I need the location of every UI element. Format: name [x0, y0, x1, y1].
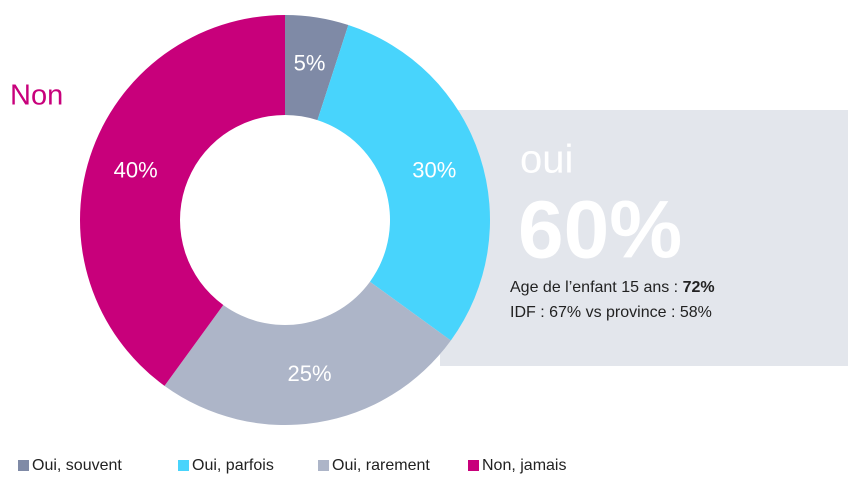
legend-swatch: [18, 460, 29, 471]
age-note: Age de l’enfant 15 ans : 72%: [510, 279, 715, 296]
value-label: 5%: [294, 51, 326, 76]
region-note: IDF : 67% vs province : 58%: [510, 304, 712, 321]
slice: [80, 15, 285, 386]
legend-label: Oui, parfois: [192, 457, 274, 474]
total-label: 60%: [518, 185, 682, 276]
age-text: Age de l’enfant 15 ans :: [510, 279, 683, 296]
value-label: 30%: [412, 157, 456, 182]
legend-label: Oui, rarement: [332, 457, 430, 474]
legend-label: Oui, souvent: [32, 457, 122, 474]
legend-swatch: [318, 460, 329, 471]
value-label: 40%: [114, 157, 158, 182]
value-label: 25%: [288, 361, 332, 386]
slice: [285, 15, 349, 121]
legend-swatch: [468, 460, 479, 471]
age-value: 72%: [683, 279, 715, 296]
oui-label: oui: [520, 138, 573, 182]
legend-label: Non, jamais: [482, 457, 566, 474]
highlight-box: [440, 110, 848, 366]
slice: [317, 25, 491, 341]
legend-swatch: [178, 460, 189, 471]
slice: [164, 281, 451, 425]
non-label: Non: [10, 80, 63, 112]
